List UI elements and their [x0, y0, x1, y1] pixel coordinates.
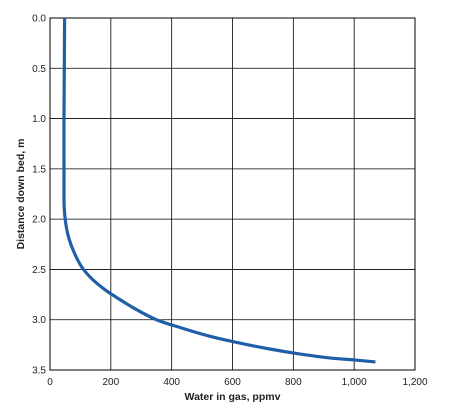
x-tick-label: 1,200 — [402, 377, 427, 388]
y-tick-label: 1.5 — [32, 164, 46, 175]
y-tick-label: 0.0 — [32, 14, 46, 25]
y-tick-label: 3.5 — [32, 366, 46, 377]
x-tick-label: 1,000 — [342, 377, 367, 388]
x-axis-title: Water in gas, ppmv — [185, 391, 281, 403]
y-tick-label: 2.5 — [32, 265, 46, 276]
plot-frame — [49, 17, 416, 371]
x-tick-label: 600 — [224, 377, 241, 388]
x-tick-label: 800 — [285, 377, 302, 388]
x-tick-labels: 0 200 400 600 800 1,000 1,200 — [47, 377, 428, 388]
series-line — [62, 17, 376, 364]
y-tick-label: 0.5 — [32, 64, 46, 75]
y-tick-label: 3.0 — [32, 315, 46, 326]
x-tick-label: 400 — [163, 377, 180, 388]
y-axis-title: Distance down bed, m — [15, 139, 27, 250]
y-tick-label: 2.0 — [32, 215, 46, 226]
y-tick-label: 1.0 — [32, 114, 46, 125]
series-layer — [62, 17, 376, 364]
x-tick-label: 0 — [47, 377, 53, 388]
x-tick-label: 200 — [102, 377, 119, 388]
grid — [49, 17, 416, 371]
y-tick-labels: 0.0 0.5 1.0 1.5 2.0 2.5 3.0 3.5 — [32, 14, 46, 377]
